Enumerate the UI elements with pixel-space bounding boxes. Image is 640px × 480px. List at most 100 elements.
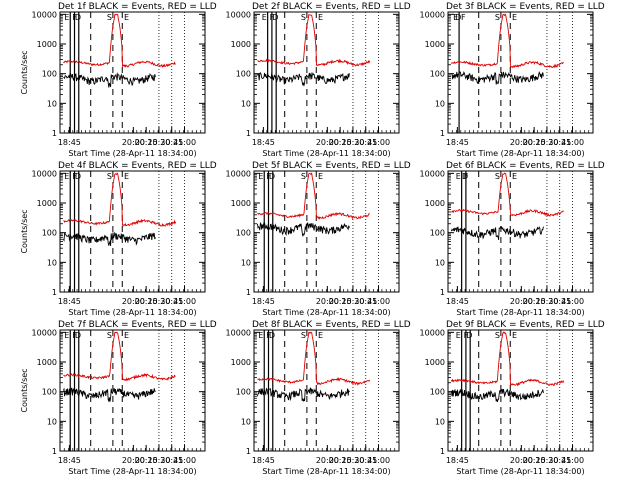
y-tick-label: 10 [241,99,251,108]
marker-letter: E [456,331,461,340]
x-tick-label: 20:30 [147,456,170,465]
panel-4: Det 4f BLACK = Events, RED = LLD 1 10 100 10… [20,161,217,317]
y-tick-label: 10000 [226,328,251,337]
plot-frame [447,11,594,134]
y-tick-label: 1000 [425,199,445,208]
y-tick-label: 1 [52,447,57,456]
panel-title: Det 3f BLACK = Events, RED = LLD [446,2,605,12]
marker-letter: E [258,331,263,340]
x-tick-label: 18:45 [252,138,275,147]
y-tick-label: 10 [47,99,57,108]
marker-letter: D [269,172,275,181]
x-tick-label: 20:30 [535,297,558,306]
panel-7: Det 7f BLACK = Events, RED = LLD 1 10 100 10… [20,320,217,476]
lld-series-line [257,172,370,220]
x-tick-label: 20:15 [329,456,352,465]
x-tick-label: 20:00 [122,456,145,465]
y-tick-label: 10 [435,417,445,426]
marker-letter: E [64,172,69,181]
x-tick-label: 20:45 [354,138,377,147]
x-axis-label: Start Time (28-Apr-11 18:34:00) [68,467,196,476]
x-tick-label: 20:45 [548,456,571,465]
marker-letter: E [262,13,267,22]
lld-series-line [63,172,177,227]
x-tick-label: 18:45 [252,456,275,465]
panel-8: Det 8f BLACK = Events, RED = LLD 1 10 100 10… [226,320,411,476]
y-tick-label: 10000 [420,328,445,337]
y-tick-label: 10000 [32,169,57,178]
y-tick-label: 1000 [37,40,57,49]
marker-letter: D [462,172,468,181]
panel-title: Det 4f BLACK = Events, RED = LLD [58,161,217,171]
y-tick-label: 100 [42,388,57,397]
y-axis-label: Counts/sec [20,50,29,94]
y-tick-label: 100 [430,388,445,397]
plot-frame [59,329,206,452]
lld-series-line [450,331,565,387]
x-tick-label: 20:00 [122,297,145,306]
x-tick-label: 20:45 [548,138,571,147]
y-tick-label: 10000 [32,10,57,19]
marker-letter: E [124,331,129,340]
marker-letter: S [495,331,500,340]
panel-title: Det 7f BLACK = Events, RED = LLD [58,320,217,330]
x-tick-label: 18:45 [58,138,81,147]
y-tick-label: 1000 [425,358,445,367]
lld-series-line [257,13,371,67]
plot-frame [59,170,206,293]
x-tick-label: 18:45 [252,297,275,306]
y-tick-label: 10 [47,417,57,426]
marker-letter: S [495,13,500,22]
x-tick-label: 20:30 [341,456,364,465]
y-tick-label: 100 [236,70,251,79]
marker-letter: E [453,13,458,22]
y-tick-label: 100 [430,70,445,79]
marker-letter: E [64,13,69,22]
x-tick-label: 20:15 [523,297,546,306]
y-tick-label: 10000 [420,10,445,19]
x-tick-label: 21:00 [173,297,196,306]
events-series-line [63,72,156,88]
panel-2: Det 2f BLACK = Events, RED = LLD 1 10 100 10… [226,2,411,158]
panel-5: Det 5f BLACK = Events, RED = LLD 1 10 100 10… [226,161,411,317]
events-series-line [451,70,544,85]
y-tick-label: 10000 [226,169,251,178]
panel-title: Det 9f BLACK = Events, RED = LLD [446,320,605,330]
marker-letter: F [461,13,466,22]
y-tick-label: 100 [430,229,445,238]
x-tick-label: 18:45 [58,297,81,306]
panel-1: Det 1f BLACK = Events, RED = LLD 1 10 100 10… [20,2,217,158]
x-tick-label: 21:00 [367,297,390,306]
x-tick-label: 20:00 [122,138,145,147]
y-tick-label: 1 [440,447,445,456]
x-tick-label: 20:30 [147,138,170,147]
x-tick-label: 20:30 [341,297,364,306]
marker-letter: E [512,331,517,340]
x-tick-label: 20:15 [523,456,546,465]
lld-series-line [451,13,564,69]
x-axis-label: Start Time (28-Apr-11 18:34:00) [262,308,390,317]
panel-title: Det 1f BLACK = Events, RED = LLD [58,2,217,12]
x-tick-label: 21:00 [173,456,196,465]
y-tick-label: 10 [241,417,251,426]
lld-series-line [63,13,176,68]
x-tick-label: 20:30 [147,297,170,306]
x-tick-label: 20:00 [316,456,339,465]
marker-letter: D [75,331,81,340]
x-tick-label: 20:45 [160,297,183,306]
x-tick-label: 18:45 [446,456,469,465]
lld-series-line [451,172,564,217]
x-tick-label: 20:30 [535,138,558,147]
x-tick-label: 20:00 [316,297,339,306]
x-tick-label: 21:00 [561,138,584,147]
panel-6: Det 6f BLACK = Events, RED = LLD 1 10 100 10… [420,161,605,317]
y-tick-label: 10 [47,258,57,267]
y-tick-label: 100 [236,388,251,397]
marker-letter: E [512,13,517,22]
y-tick-label: 1 [246,447,251,456]
x-tick-label: 20:15 [135,456,158,465]
events-series-line [256,221,350,237]
marker-letter: F [464,172,469,181]
y-tick-label: 1000 [37,199,57,208]
